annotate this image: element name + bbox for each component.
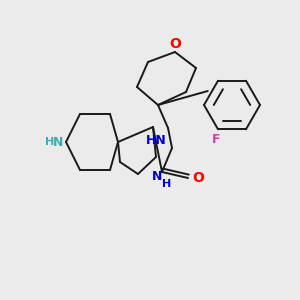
Text: O: O (169, 37, 181, 51)
Text: N: N (152, 169, 162, 182)
Text: H: H (45, 137, 54, 147)
Text: H: H (162, 179, 171, 189)
Text: HN: HN (146, 134, 167, 146)
Text: O: O (192, 171, 204, 185)
Text: F: F (212, 133, 220, 146)
Text: N: N (52, 136, 63, 148)
